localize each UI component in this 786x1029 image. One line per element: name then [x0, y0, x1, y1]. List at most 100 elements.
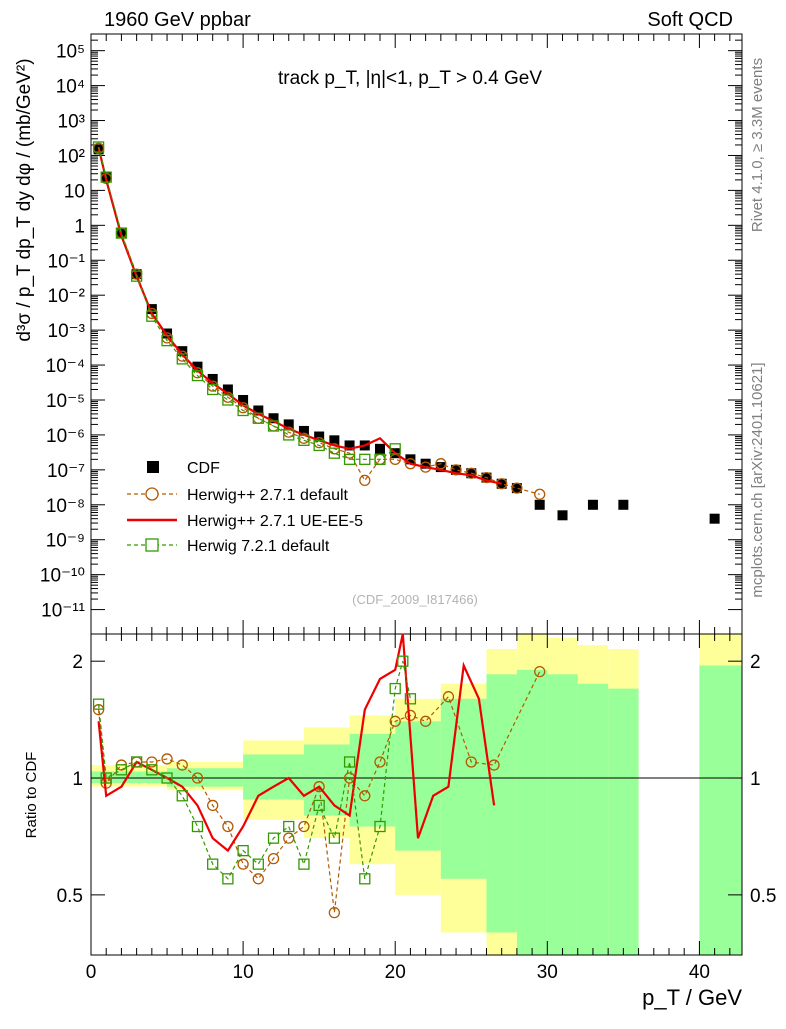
- main-point-1: [450, 464, 462, 476]
- ratio-point-0: [207, 799, 219, 812]
- ratio-band-stat-10: [577, 683, 609, 955]
- main-point-3: [207, 383, 219, 396]
- main-point-0: [268, 413, 279, 424]
- main-point-3: [328, 447, 341, 459]
- main-point-3: [313, 439, 325, 452]
- ratio-point-0: [298, 820, 310, 833]
- ratio-point-2: [328, 832, 341, 844]
- main-ytick-label: 10⁻⁵: [46, 391, 85, 412]
- main-point-0: [222, 384, 233, 395]
- ratio-point-2: [176, 790, 188, 802]
- ratio-ytick-label: 0.5: [57, 886, 83, 907]
- ratio-point-0: [237, 858, 249, 870]
- ratio-point-2: [161, 772, 173, 784]
- main-ytick-label: 10⁻⁶: [46, 426, 85, 447]
- main-point-0: [238, 394, 249, 405]
- main-point-3: [146, 310, 158, 322]
- main-point-0: [329, 435, 340, 446]
- main-point-0: [618, 499, 629, 510]
- ratio-point-0: [359, 790, 371, 802]
- main-series-line-2: [97, 147, 502, 485]
- main-point-3: [389, 443, 401, 455]
- main-point-0: [298, 425, 309, 436]
- main-point-1: [511, 482, 523, 494]
- xtick-label: 10: [233, 962, 254, 983]
- main-ytick-label: 10⁵: [56, 42, 85, 63]
- ratio-point-0: [222, 820, 234, 833]
- main-point-0: [207, 373, 218, 384]
- ratio-point-0: [283, 832, 295, 844]
- main-point-0: [283, 419, 294, 430]
- ratio-band-stat-2: [243, 754, 304, 800]
- ticks-layer: 10⁻¹¹10⁻¹⁰10⁻⁹10⁻⁸10⁻⁷10⁻⁶10⁻⁵10⁻⁴10⁻³10…: [40, 33, 776, 983]
- ratio-band-stat-0: [91, 771, 168, 784]
- ratio-band-stat-7: [486, 674, 517, 933]
- main-ytick-label: 10³: [58, 112, 85, 133]
- main-point-3: [222, 394, 234, 406]
- main-point-0: [557, 510, 568, 521]
- header-left: 1960 GeV ppbar: [104, 9, 251, 31]
- ratio-ytick-label-right: 1: [750, 769, 761, 790]
- main-point-0: [192, 361, 203, 372]
- main-title: track p_T, |η|<1, p_T > 0.4 GeV: [278, 68, 542, 89]
- legend-label-2: Herwig++ 2.7.1 UE-EE-5: [187, 513, 363, 530]
- ratio-point-2: [207, 858, 219, 870]
- xaxis-label: p_T / GeV: [642, 985, 742, 1010]
- main-ytick-label: 10⁴: [56, 77, 85, 98]
- ratio-point-2: [374, 820, 386, 833]
- ratio-point-0: [161, 753, 173, 765]
- main-point-0: [374, 443, 385, 454]
- ratio-point-0: [313, 781, 325, 793]
- legend-marker-1: [145, 487, 159, 501]
- ratio-ytick-label-right: 0.5: [750, 886, 776, 907]
- main-point-1: [534, 488, 546, 500]
- main-ytick-label: 10⁻⁹: [46, 531, 85, 552]
- legend: CDF Herwig++ 2.7.1 default Herwig++ 2.7.1 …: [127, 460, 363, 555]
- rivet-label: Rivet 4.1.0, ≥ 3.3M events: [749, 58, 766, 232]
- ratio-point-2: [115, 764, 128, 776]
- ratio-point-0: [419, 715, 432, 727]
- main-point-3: [359, 453, 371, 465]
- main-point-3: [283, 429, 295, 441]
- main-ytick-label: 10⁻³: [48, 321, 86, 342]
- ratio-point-2: [389, 682, 401, 695]
- main-point-1: [435, 458, 447, 470]
- ratio-band-stat-11: [608, 688, 639, 955]
- main-point-0: [451, 464, 462, 475]
- ratio-band-stat-6: [440, 698, 487, 879]
- ratio-point-2: [100, 772, 112, 784]
- main-point-3: [298, 434, 310, 446]
- ratio-point-0: [328, 906, 341, 919]
- ratio-point-0: [534, 665, 546, 678]
- main-ytick-label: 10⁻¹: [48, 251, 86, 272]
- main-ytick-label: 10²: [58, 146, 85, 167]
- ratio-point-2: [283, 820, 295, 833]
- legend-marker-cdf: [147, 461, 159, 473]
- main-point-1: [465, 467, 477, 479]
- ratio-bands-layer: [91, 634, 742, 955]
- ratio-point-2: [146, 764, 158, 776]
- legend-label-1: Herwig++ 2.7.1 default: [187, 487, 349, 504]
- main-point-0: [253, 405, 264, 416]
- main-point-0: [534, 499, 545, 510]
- main-point-3: [191, 369, 204, 382]
- ratio-point-0: [146, 756, 158, 768]
- ratio-point-2: [92, 698, 105, 710]
- main-point-0: [587, 499, 598, 510]
- ratio-band-stat-12: [699, 665, 742, 955]
- ratio-point-0: [191, 772, 204, 784]
- main-point-3: [252, 412, 264, 424]
- ratio-point-2: [397, 655, 409, 667]
- main-point-0: [420, 458, 431, 469]
- main-point-3: [343, 453, 356, 465]
- ratio-point-0: [465, 756, 477, 768]
- main-point-3: [176, 353, 188, 365]
- ratio-point-2: [359, 873, 371, 885]
- ratio-point-2: [252, 858, 264, 870]
- main-point-3: [100, 171, 112, 183]
- main-ytick-label: 10⁻¹⁰: [40, 566, 85, 587]
- xtick-label: 40: [689, 962, 710, 983]
- main-point-0: [314, 431, 325, 442]
- ratio-ylabel: Ratio to CDF: [23, 752, 40, 839]
